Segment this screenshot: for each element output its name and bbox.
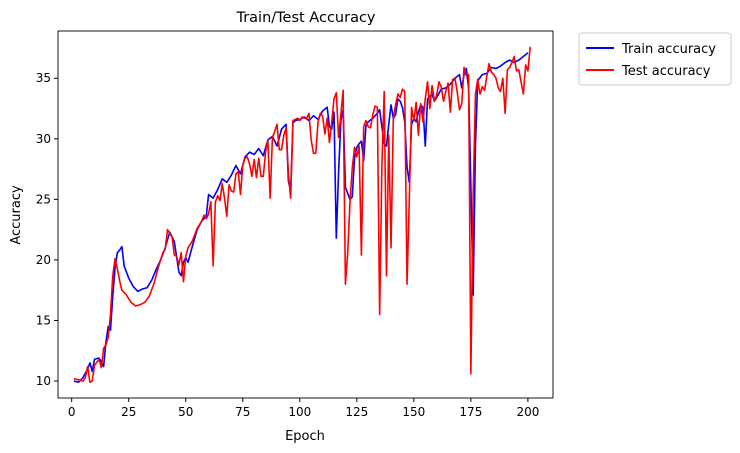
plot-frame <box>57 30 554 399</box>
x-tick-label: 100 <box>288 405 311 419</box>
y-tick-label: 15 <box>36 313 51 327</box>
y-axis-ticks: 10 15 20 25 30 35 <box>36 71 58 388</box>
series-line-test <box>73 46 531 384</box>
x-tick-label: 150 <box>402 405 425 419</box>
series-line-train <box>73 52 529 384</box>
y-tick-label: 30 <box>36 132 51 146</box>
series-layer <box>73 46 531 384</box>
x-tick-label: 200 <box>516 405 539 419</box>
legend: Train accuracy Test accuracy <box>578 32 732 86</box>
y-tick-label: 35 <box>36 71 51 85</box>
legend-label-train: Train accuracy <box>621 42 716 57</box>
y-axis-label: Accuracy <box>9 185 24 245</box>
legend-frame <box>578 32 732 86</box>
x-tick-label: 0 <box>68 405 76 419</box>
legend-label-test: Test accuracy <box>621 64 711 79</box>
x-axis-ticks: 0 25 50 75 100 125 150 175 200 <box>68 398 539 419</box>
x-tick-label: 175 <box>459 405 482 419</box>
x-tick-label: 75 <box>235 405 250 419</box>
y-tick-label: 10 <box>36 374 51 388</box>
x-axis-label: Epoch <box>285 429 325 444</box>
y-tick-label: 20 <box>36 253 51 267</box>
x-tick-label: 125 <box>345 405 368 419</box>
x-tick-label: 50 <box>178 405 193 419</box>
x-tick-label: 25 <box>121 405 136 419</box>
chart-title: Train/Test Accuracy <box>235 10 375 26</box>
y-tick-label: 25 <box>36 192 51 206</box>
